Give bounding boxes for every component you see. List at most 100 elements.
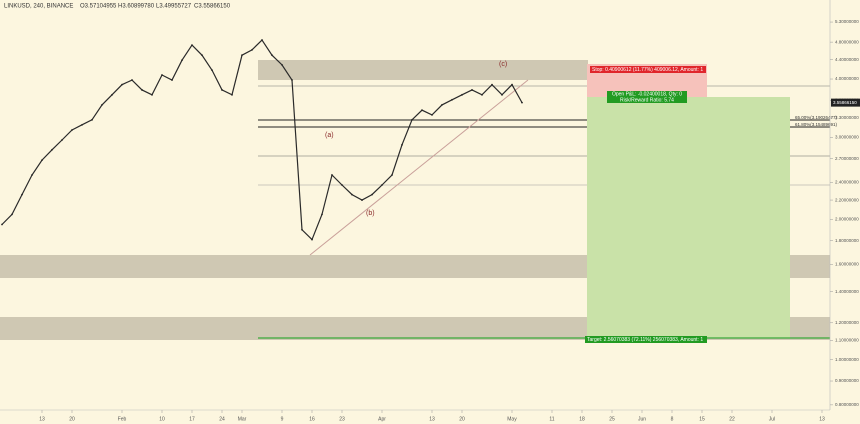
price-point xyxy=(351,193,353,196)
y-tick-label: 4.00000000 xyxy=(835,76,859,81)
y-tick-label: 0.80000000 xyxy=(835,402,859,407)
price-point xyxy=(71,129,73,131)
ohlc-value: L3.49955727 xyxy=(156,4,192,10)
wave-label: (b) xyxy=(366,210,375,217)
price-point xyxy=(221,89,223,91)
y-tick-label: 0.90000000 xyxy=(835,378,859,383)
x-tick-label: 17 xyxy=(189,416,195,422)
y-tick-label: 2.40000000 xyxy=(835,180,859,185)
price-point xyxy=(471,89,473,91)
x-tick-label: 25 xyxy=(609,416,615,422)
y-tick-label: 5.30000000 xyxy=(835,19,859,24)
price-point xyxy=(381,184,383,186)
price-point xyxy=(161,74,163,76)
wave-label: (c) xyxy=(499,61,507,68)
y-tick-label: 1.00000000 xyxy=(835,357,859,362)
price-point xyxy=(261,39,263,41)
x-tick-label: 11 xyxy=(549,416,554,422)
y-tick-label: 1.20000000 xyxy=(835,320,859,325)
x-tick-label: Jul xyxy=(769,416,775,422)
price-point xyxy=(211,69,213,72)
price-point xyxy=(61,139,63,141)
reward-zone xyxy=(587,97,790,338)
price-point xyxy=(231,93,233,96)
x-tick-label: 24 xyxy=(219,416,225,422)
y-tick-label: 3.00000000 xyxy=(835,134,859,139)
price-point xyxy=(361,199,363,201)
y-tick-label: 1.10000000 xyxy=(835,338,859,343)
price-point xyxy=(191,44,193,46)
price-point xyxy=(281,63,283,66)
x-tick-label: 9 xyxy=(281,416,284,422)
price-point xyxy=(321,213,323,216)
target-box xyxy=(585,336,707,343)
trend-line xyxy=(309,79,529,256)
price-point xyxy=(451,98,453,101)
price-point xyxy=(501,93,503,96)
y-tick-label: 4.40000000 xyxy=(835,57,859,62)
x-tick-label: 16 xyxy=(309,416,315,422)
price-point xyxy=(371,193,373,196)
current-price: 3.55866150 xyxy=(833,100,857,105)
price-point xyxy=(461,93,463,96)
y-tick-label: 3.30000000 xyxy=(835,115,859,120)
price-point xyxy=(91,118,93,121)
y-tick-label: 1.80000000 xyxy=(835,238,859,243)
current-price-box xyxy=(831,98,860,107)
fib-label: 65.00%(3.19026477) xyxy=(795,115,838,120)
price-point xyxy=(521,101,523,104)
price-point xyxy=(401,143,403,146)
supply-zone xyxy=(258,60,588,80)
x-tick-label: 15 xyxy=(699,416,705,422)
price-point xyxy=(491,83,493,86)
price-point xyxy=(121,83,123,86)
price-point xyxy=(21,193,23,196)
price-point xyxy=(341,184,343,186)
target-label: Target: 2.56070383 (72.11%) 256070383, A… xyxy=(587,337,703,343)
fib-label: 61.80%(3.15489691) xyxy=(795,122,838,127)
y-tick-label: 2.70000000 xyxy=(835,156,859,161)
price-point xyxy=(411,118,413,121)
price-point xyxy=(431,114,433,116)
price-point xyxy=(51,148,53,151)
price-point xyxy=(481,93,483,96)
price-point xyxy=(301,228,303,231)
x-tick-label: 22 xyxy=(729,416,735,422)
x-tick-label: 13 xyxy=(39,416,45,422)
ohlc-value: C3.55866150 xyxy=(194,4,231,10)
x-tick-label: Feb xyxy=(118,416,127,422)
open-box xyxy=(607,91,687,103)
x-tick-label: 13 xyxy=(429,416,435,422)
rr-label: Risk/Reward Ratio: 5.74 xyxy=(620,97,674,103)
price-point xyxy=(111,93,113,96)
x-tick-label: 10 xyxy=(159,416,165,422)
price-point xyxy=(441,104,443,106)
price-point xyxy=(331,174,333,176)
price-point xyxy=(291,79,293,81)
price-point xyxy=(81,123,83,126)
price-point xyxy=(201,54,203,57)
price-point xyxy=(141,89,143,91)
price-point xyxy=(391,174,393,176)
price-point xyxy=(181,59,183,62)
ohlc-value: H3.60899780 xyxy=(118,4,155,10)
y-tick-label: 2.00000000 xyxy=(835,217,859,222)
x-tick-label: Mar xyxy=(238,416,247,422)
price-point xyxy=(311,238,313,241)
x-tick-label: Apr xyxy=(378,416,386,422)
x-tick-label: 18 xyxy=(579,416,585,422)
stop-box xyxy=(590,66,706,73)
price-point xyxy=(511,83,513,86)
x-tick-label: 20 xyxy=(459,416,465,422)
price-point xyxy=(421,109,423,112)
price-point xyxy=(251,48,253,51)
y-tick-label: 1.60000000 xyxy=(835,262,859,267)
price-point xyxy=(131,79,133,81)
stop-label: Stop: 0.40900612 (11.77%) 409006.12, Amo… xyxy=(592,67,703,73)
price-point xyxy=(11,213,13,216)
wave-label: (a) xyxy=(325,132,334,139)
price-point xyxy=(241,54,243,57)
x-tick-label: 20 xyxy=(69,416,75,422)
price-point xyxy=(1,223,3,226)
